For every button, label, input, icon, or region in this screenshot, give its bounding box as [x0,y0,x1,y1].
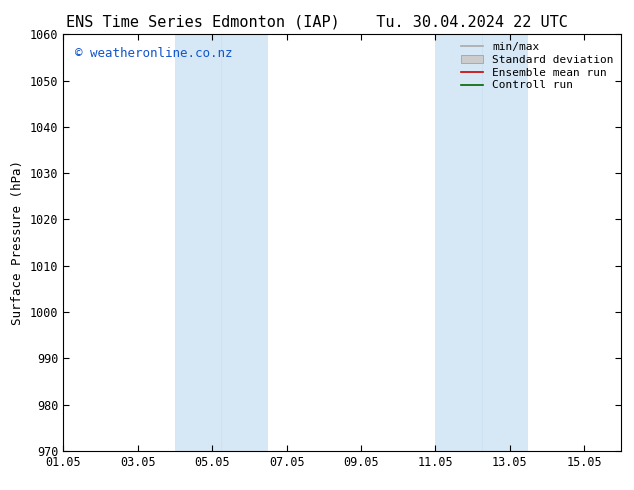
Text: © weatheronline.co.nz: © weatheronline.co.nz [75,47,232,60]
Legend: min/max, Standard deviation, Ensemble mean run, Controll run: min/max, Standard deviation, Ensemble me… [459,40,616,93]
Bar [175,34,268,451]
Text: ENS Time Series Edmonton (IAP)    Tu. 30.04.2024 22 UTC: ENS Time Series Edmonton (IAP) Tu. 30.04… [66,15,568,30]
Y-axis label: Surface Pressure (hPa): Surface Pressure (hPa) [11,160,25,325]
Bar [436,34,528,451]
